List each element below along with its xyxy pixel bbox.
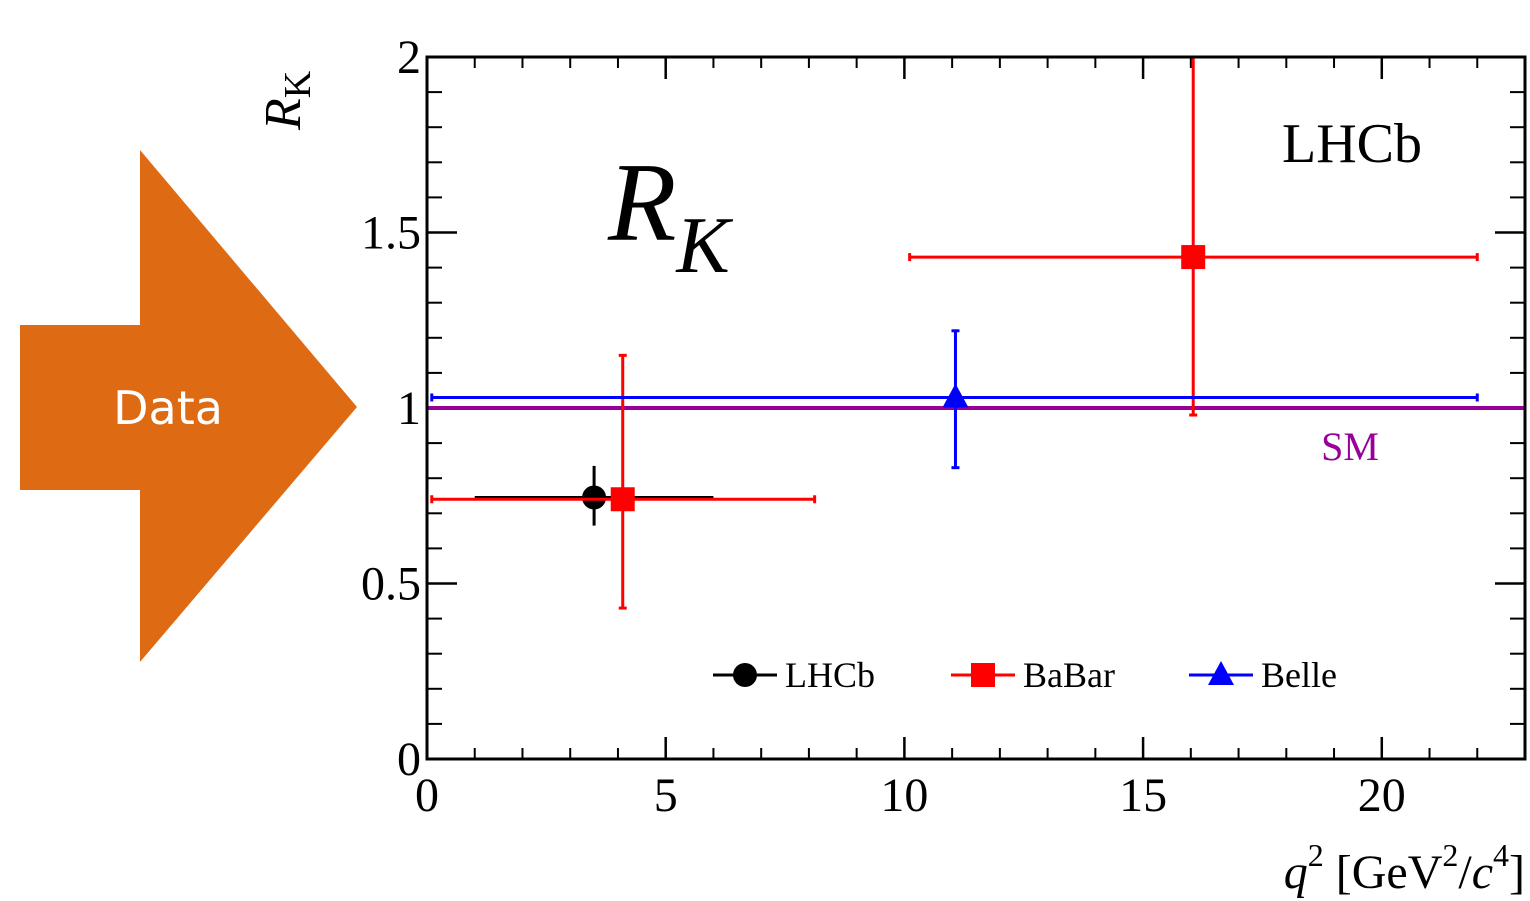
y-tick-label: 1.5 <box>361 207 421 260</box>
y-tick-label: 2 <box>397 31 421 84</box>
x-axis-label: q2 [GeV2/c4] <box>1284 837 1525 899</box>
x-label-part: [GeV <box>1324 846 1443 899</box>
marker <box>582 485 607 510</box>
marker <box>610 487 635 512</box>
y-tick-label: 1 <box>397 382 421 435</box>
plot-area <box>430 57 1479 610</box>
x-label-part: c <box>1472 846 1493 899</box>
arrow-text: Data <box>113 381 223 435</box>
big-label-sub: K <box>675 202 733 290</box>
marker <box>942 383 969 408</box>
y-label-main: R <box>255 98 312 131</box>
x-label-part: q <box>1284 846 1308 899</box>
y-tick-label: 0.5 <box>361 558 421 611</box>
legend-label: Belle <box>1261 655 1337 695</box>
x-tick-label: 15 <box>1119 769 1167 822</box>
y-label-sub: K <box>277 70 319 98</box>
x-label-part: 4 <box>1493 837 1509 873</box>
legend-marker <box>971 663 995 687</box>
experiment-label: LHCb <box>1282 113 1422 175</box>
legend-label: LHCb <box>785 655 875 695</box>
x-label-part: 2 <box>1308 837 1324 873</box>
y-axis-label: RK <box>255 70 319 131</box>
big-label: RK <box>607 141 733 290</box>
x-label-part: / <box>1458 846 1472 899</box>
legend-label: BaBar <box>1023 655 1115 695</box>
marker <box>1181 245 1206 270</box>
reference-label: SM <box>1321 424 1379 469</box>
x-label-part: 2 <box>1442 837 1458 873</box>
y-tick-label: 0 <box>397 733 421 786</box>
legend-marker <box>1208 661 1234 685</box>
arrow <box>20 150 357 662</box>
x-tick-label: 0 <box>415 769 439 822</box>
big-label-main: R <box>607 141 676 265</box>
legend-marker <box>733 663 757 687</box>
x-tick-label: 10 <box>880 769 928 822</box>
x-tick-label: 5 <box>654 769 678 822</box>
x-label-part: ] <box>1509 846 1525 899</box>
x-tick-label: 20 <box>1358 769 1406 822</box>
plot-frame <box>425 55 1527 761</box>
